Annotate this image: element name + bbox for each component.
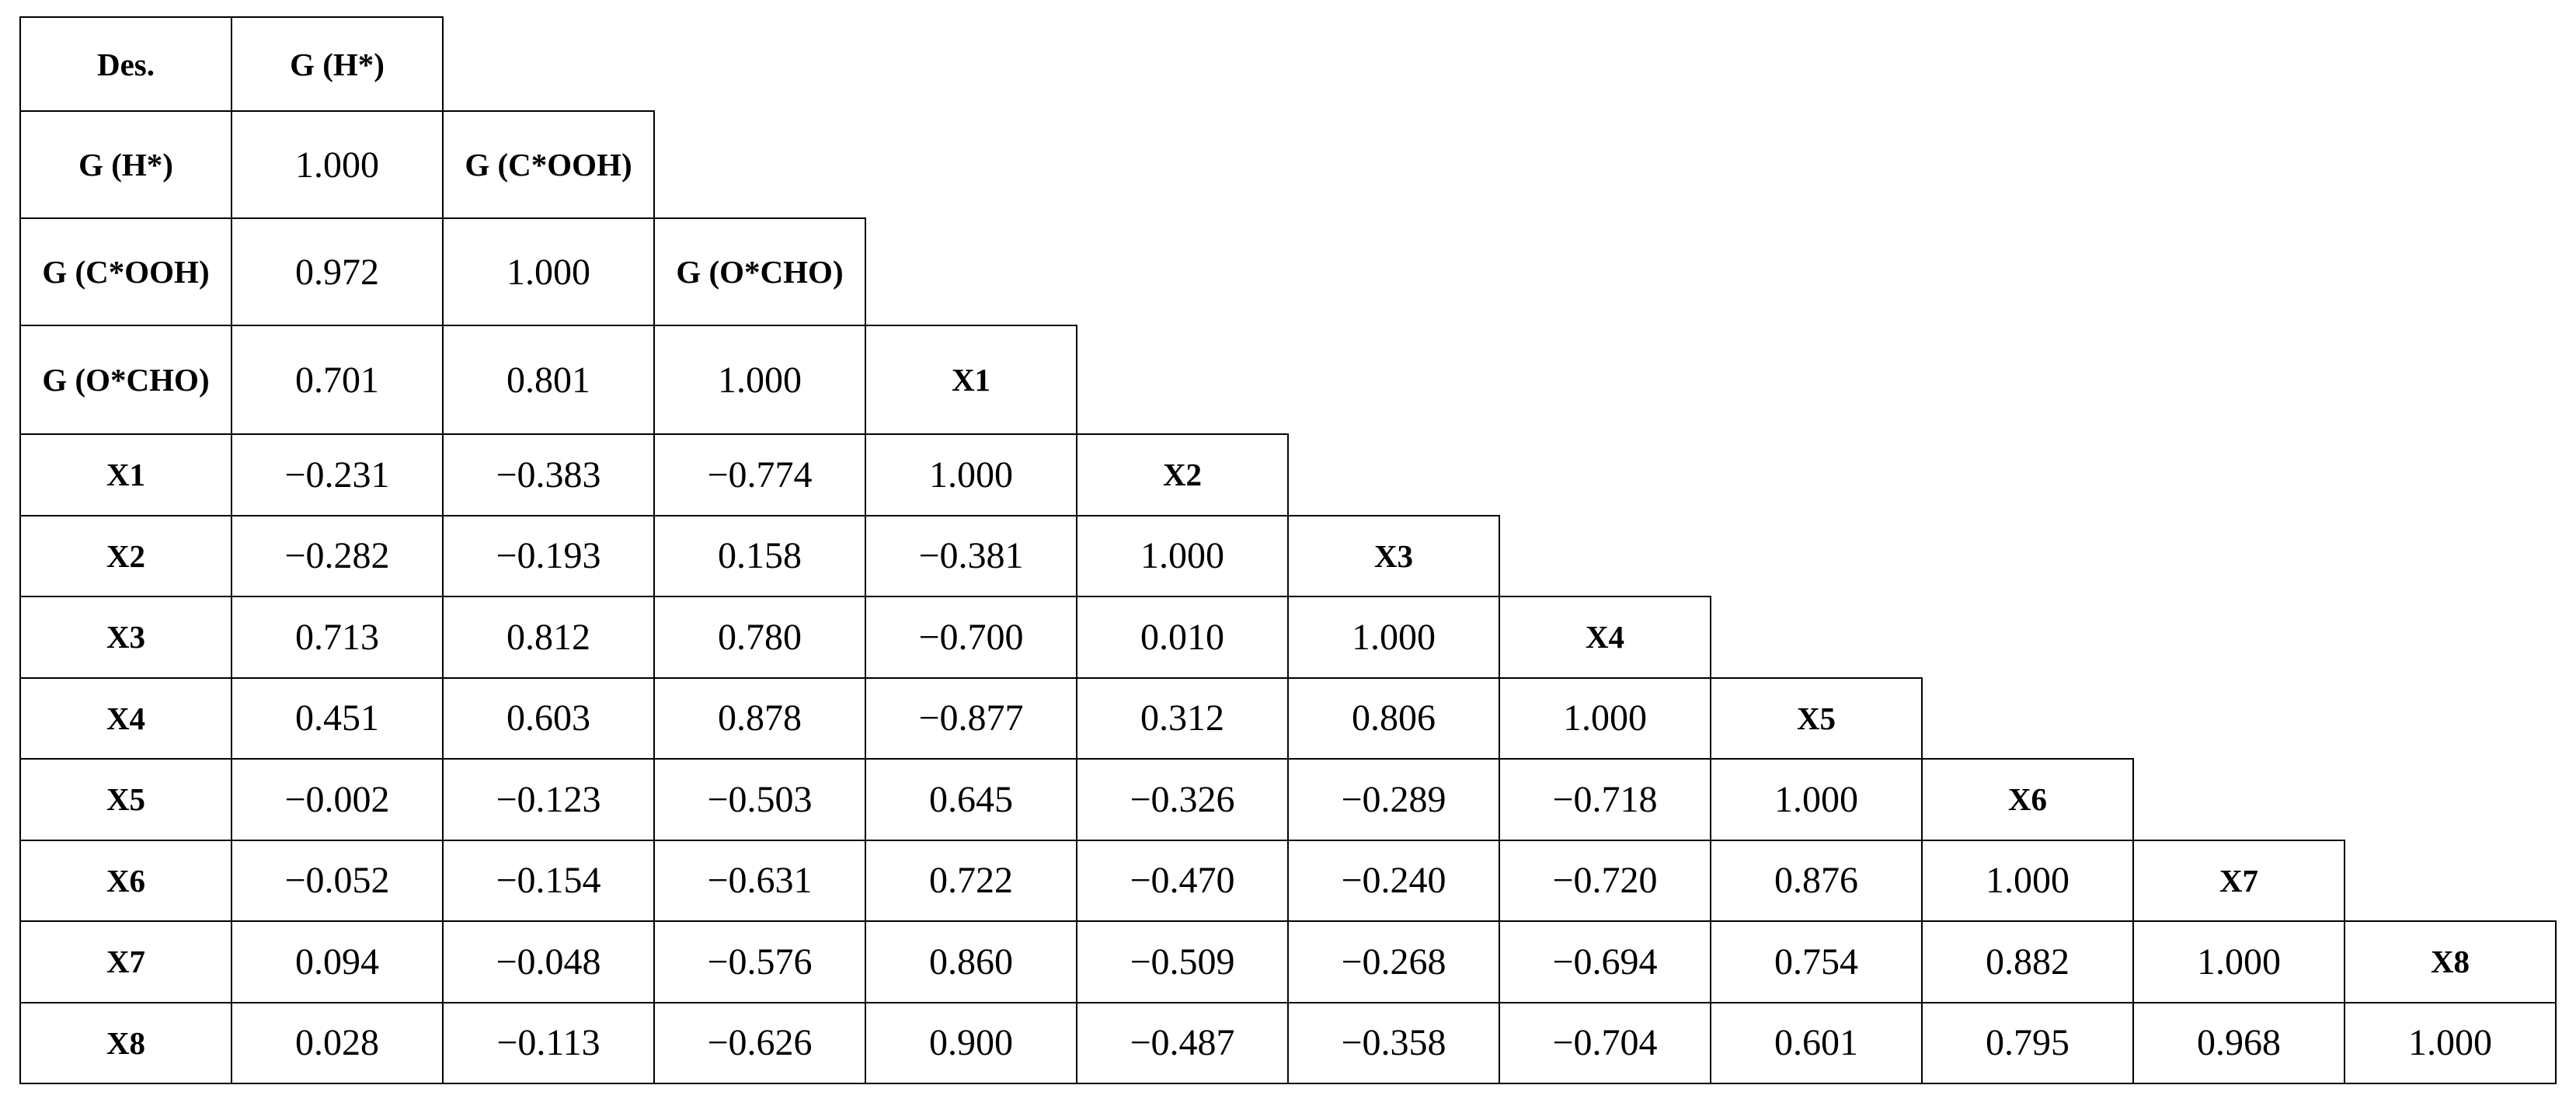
value-cell: 1.000 <box>2344 1001 2557 1084</box>
value-cell: 0.094 <box>231 920 444 1003</box>
value-cell: 0.028 <box>231 1001 444 1084</box>
value-cell: −0.193 <box>442 514 655 597</box>
header-cell: X8 <box>2344 920 2557 1003</box>
value-cell: −0.718 <box>1499 758 1711 841</box>
value-cell: −0.381 <box>865 514 1077 597</box>
value-cell: 0.451 <box>231 676 444 760</box>
value-cell: −0.358 <box>1287 1001 1500 1084</box>
value-cell: 0.158 <box>653 514 866 597</box>
header-cell: X5 <box>1710 676 1923 760</box>
value-cell: 0.876 <box>1710 839 1923 922</box>
header-cell: X1 <box>19 433 232 516</box>
value-cell: −0.231 <box>231 433 444 516</box>
value-cell: −0.576 <box>653 920 866 1003</box>
value-cell: −0.509 <box>1076 920 1289 1003</box>
value-cell: 0.812 <box>442 596 655 679</box>
value-cell: −0.383 <box>442 433 655 516</box>
value-cell: 0.722 <box>865 839 1077 922</box>
header-cell: X3 <box>1287 514 1500 597</box>
value-cell: 0.754 <box>1710 920 1923 1003</box>
header-cell: X7 <box>19 920 232 1003</box>
header-cell: X6 <box>1921 758 2134 841</box>
value-cell: 0.972 <box>231 217 444 326</box>
value-cell: 1.000 <box>1076 514 1289 597</box>
header-cell: X2 <box>1076 433 1289 516</box>
value-cell: 0.968 <box>2132 1001 2345 1084</box>
value-cell: 1.000 <box>1287 596 1500 679</box>
header-cell: G (C*OOH) <box>442 110 655 219</box>
value-cell: −0.326 <box>1076 758 1289 841</box>
value-cell: 0.010 <box>1076 596 1289 679</box>
value-cell: −0.694 <box>1499 920 1711 1003</box>
header-cell: G (O*CHO) <box>653 217 866 326</box>
header-cell: X7 <box>2132 839 2345 922</box>
value-cell: −0.113 <box>442 1001 655 1084</box>
value-cell: −0.704 <box>1499 1001 1711 1084</box>
value-cell: −0.002 <box>231 758 444 841</box>
value-cell: 0.645 <box>865 758 1077 841</box>
header-cell: X4 <box>1499 596 1711 679</box>
value-cell: 1.000 <box>231 110 444 219</box>
value-cell: −0.487 <box>1076 1001 1289 1084</box>
value-cell: −0.289 <box>1287 758 1500 841</box>
header-cell: Des. <box>19 16 232 112</box>
value-cell: 0.806 <box>1287 676 1500 760</box>
header-cell: X3 <box>19 596 232 679</box>
value-cell: −0.720 <box>1499 839 1711 922</box>
header-cell: G (H*) <box>19 110 232 219</box>
value-cell: −0.631 <box>653 839 866 922</box>
header-cell: G (O*CHO) <box>19 325 232 435</box>
header-cell: G (C*OOH) <box>19 217 232 326</box>
value-cell: 0.801 <box>442 325 655 435</box>
header-cell: X8 <box>19 1001 232 1084</box>
value-cell: −0.052 <box>231 839 444 922</box>
value-cell: 0.795 <box>1921 1001 2134 1084</box>
value-cell: 0.601 <box>1710 1001 1923 1084</box>
value-cell: 0.860 <box>865 920 1077 1003</box>
value-cell: 0.603 <box>442 676 655 760</box>
value-cell: −0.048 <box>442 920 655 1003</box>
value-cell: −0.154 <box>442 839 655 922</box>
value-cell: 0.780 <box>653 596 866 679</box>
value-cell: −0.470 <box>1076 839 1289 922</box>
value-cell: 1.000 <box>653 325 866 435</box>
value-cell: −0.503 <box>653 758 866 841</box>
value-cell: −0.877 <box>865 676 1077 760</box>
value-cell: −0.774 <box>653 433 866 516</box>
value-cell: 0.312 <box>1076 676 1289 760</box>
value-cell: 0.882 <box>1921 920 2134 1003</box>
header-cell: G (H*) <box>231 16 444 112</box>
value-cell: 1.000 <box>442 217 655 326</box>
value-cell: −0.268 <box>1287 920 1500 1003</box>
value-cell: −0.282 <box>231 514 444 597</box>
header-cell: X5 <box>19 758 232 841</box>
value-cell: 1.000 <box>1921 839 2134 922</box>
value-cell: 1.000 <box>2132 920 2345 1003</box>
value-cell: −0.240 <box>1287 839 1500 922</box>
value-cell: −0.123 <box>442 758 655 841</box>
header-cell: X2 <box>19 514 232 597</box>
value-cell: 0.713 <box>231 596 444 679</box>
header-cell: X4 <box>19 676 232 760</box>
value-cell: 1.000 <box>865 433 1077 516</box>
value-cell: −0.626 <box>653 1001 866 1084</box>
value-cell: 1.000 <box>1710 758 1923 841</box>
value-cell: −0.700 <box>865 596 1077 679</box>
value-cell: 0.878 <box>653 676 866 760</box>
value-cell: 1.000 <box>1499 676 1711 760</box>
value-cell: 0.701 <box>231 325 444 435</box>
header-cell: X6 <box>19 839 232 922</box>
value-cell: 0.900 <box>865 1001 1077 1084</box>
header-cell: X1 <box>865 325 1077 435</box>
